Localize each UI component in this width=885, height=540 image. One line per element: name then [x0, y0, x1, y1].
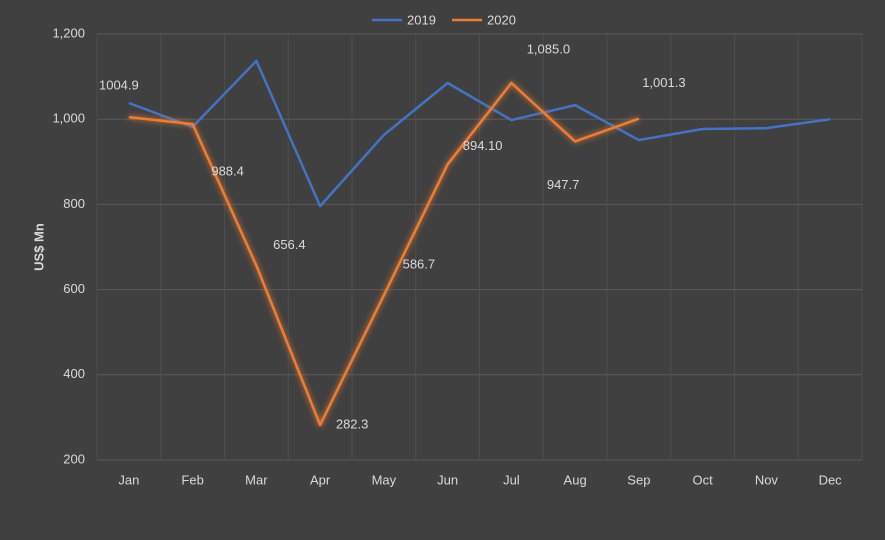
x-tick-label: Dec: [819, 472, 843, 487]
y-axis-label: US$ Mn: [31, 223, 46, 271]
y-tick-label: 200: [63, 451, 85, 466]
x-tick-label: Oct: [693, 472, 714, 487]
data-label: 988.4: [211, 164, 244, 179]
data-label: 656.4: [273, 237, 306, 252]
line-series: [128, 81, 640, 427]
y-tick-label: 800: [63, 196, 85, 211]
data-label: 1004.9: [99, 78, 139, 93]
data-label: 894.10: [463, 138, 503, 153]
line-series: [128, 59, 831, 208]
y-tick-label: 1,200: [52, 25, 85, 40]
x-tick-label: Jul: [503, 472, 520, 487]
x-tick-label: Jun: [437, 472, 458, 487]
data-label: 282.3: [336, 416, 369, 431]
x-tick-label: Mar: [245, 472, 268, 487]
data-label: 1,085.0: [527, 41, 570, 56]
x-tick-label: Sep: [627, 472, 650, 487]
legend-label: 2020: [487, 12, 516, 27]
y-tick-label: 400: [63, 366, 85, 381]
y-tick-label: 600: [63, 281, 85, 296]
x-tick-label: Feb: [181, 472, 203, 487]
data-label: 586.7: [403, 257, 436, 272]
data-label: 1,001.3: [642, 75, 685, 90]
x-tick-label: May: [372, 472, 397, 487]
data-label: 947.7: [547, 177, 580, 192]
legend-label: 2019: [407, 12, 436, 27]
x-tick-label: Nov: [755, 472, 779, 487]
x-tick-label: Apr: [310, 472, 331, 487]
x-tick-label: Jan: [118, 472, 139, 487]
x-tick-label: Aug: [564, 472, 587, 487]
y-tick-label: 1,000: [52, 111, 85, 126]
